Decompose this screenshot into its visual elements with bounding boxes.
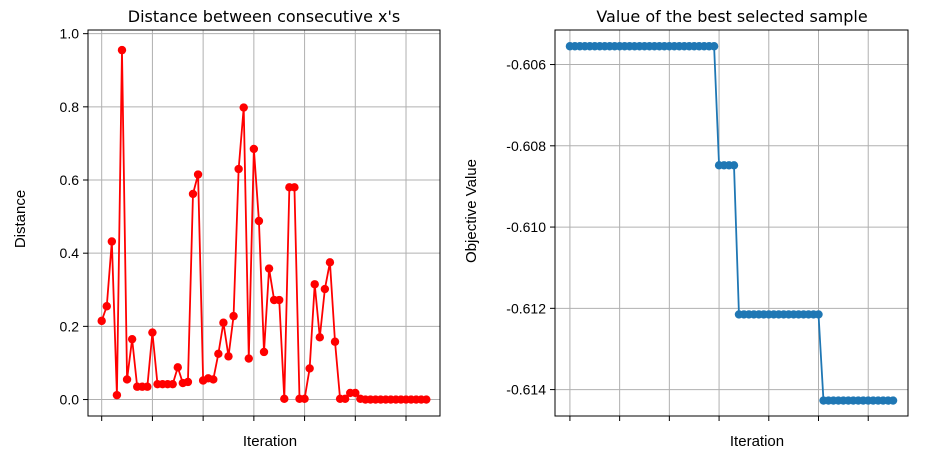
- distance-y-tick-label: 0.8: [60, 99, 80, 115]
- distance-y-tick-label: 1.0: [60, 26, 80, 42]
- objective-y-tick-label: -0.610: [506, 219, 546, 235]
- distance-data-point: [244, 354, 253, 363]
- distance-data-point: [168, 379, 177, 389]
- distance-data-point: [219, 318, 228, 327]
- distance-data-point: [239, 103, 248, 112]
- objective-data-point: [888, 396, 898, 405]
- distance-y-tick-label: 0.2: [60, 318, 80, 334]
- objective-data-point: [729, 161, 739, 170]
- distance-chart: 0.0 0.2 0.4 0.6 0.8 1.0 Distance between cons…: [12, 7, 441, 450]
- distance-data-point: [340, 394, 350, 403]
- distance-data-point: [325, 258, 335, 267]
- distance-data-point: [234, 164, 243, 174]
- distance-data-point: [193, 170, 203, 179]
- distance-data-point: [183, 377, 193, 387]
- distance-data-point: [300, 394, 309, 403]
- distance-data-point: [148, 328, 157, 337]
- distance-data-point: [117, 45, 127, 55]
- distance-data-point: [275, 295, 284, 305]
- distance-data-point: [112, 390, 122, 400]
- distance-data-point: [107, 237, 117, 246]
- distance-y-axis-label: Distance: [12, 190, 29, 248]
- distance-y-tick-label: 0.4: [60, 245, 80, 261]
- objective-y-tick-label: -0.612: [506, 300, 546, 316]
- distance-data-point: [143, 382, 152, 391]
- objective-plot-area: [554, 29, 909, 417]
- objective-data-point: [709, 42, 719, 51]
- distance-data-point: [320, 284, 330, 294]
- distance-data-point: [351, 388, 360, 398]
- objective-series-line: [569, 45, 894, 402]
- distance-data-point: [209, 375, 218, 384]
- distance-data-point: [102, 302, 111, 311]
- distance-data-point: [127, 334, 137, 344]
- distance-data-point: [310, 280, 319, 289]
- distance-data-point: [315, 333, 324, 342]
- distance-data-point: [264, 264, 274, 273]
- distance-plot-area: [87, 29, 441, 417]
- distance-data-point: [122, 375, 132, 384]
- objective-y-tick-label: -0.608: [506, 138, 546, 154]
- distance-data-point: [214, 349, 223, 358]
- distance-data-point: [188, 189, 198, 199]
- distance-data-point: [422, 395, 431, 404]
- distance-chart-title: Distance between consecutive x's: [128, 7, 400, 26]
- distance-data-point: [290, 183, 299, 192]
- distance-data-point: [249, 144, 259, 154]
- objective-x-axis-label: Iteration: [730, 433, 784, 450]
- objective-y-axis-label: Objective Value: [463, 159, 480, 263]
- distance-data-point: [280, 394, 289, 403]
- distance-y-tick-label: 0.6: [60, 172, 80, 188]
- distance-data-point: [224, 352, 233, 361]
- objective-data-point: [814, 310, 823, 319]
- distance-data-point: [330, 337, 340, 346]
- distance-data-point: [254, 216, 264, 226]
- distance-data-point: [173, 363, 182, 372]
- distance-data-point: [305, 364, 314, 373]
- distance-data-point: [97, 316, 106, 326]
- distance-y-tick-label: 0.0: [60, 392, 80, 408]
- objective-chart: -0.606 -0.608 -0.610 -0.612 -0.614 Value of …: [463, 7, 909, 450]
- objective-y-tick-label: -0.606: [506, 57, 546, 73]
- distance-data-point: [259, 347, 269, 357]
- objective-chart-title: Value of the best selected sample: [596, 7, 867, 26]
- objective-y-tick-label: -0.614: [506, 382, 546, 398]
- distance-series-line: [100, 49, 427, 401]
- distance-x-axis-label: Iteration: [243, 433, 297, 450]
- distance-data-point: [229, 311, 238, 321]
